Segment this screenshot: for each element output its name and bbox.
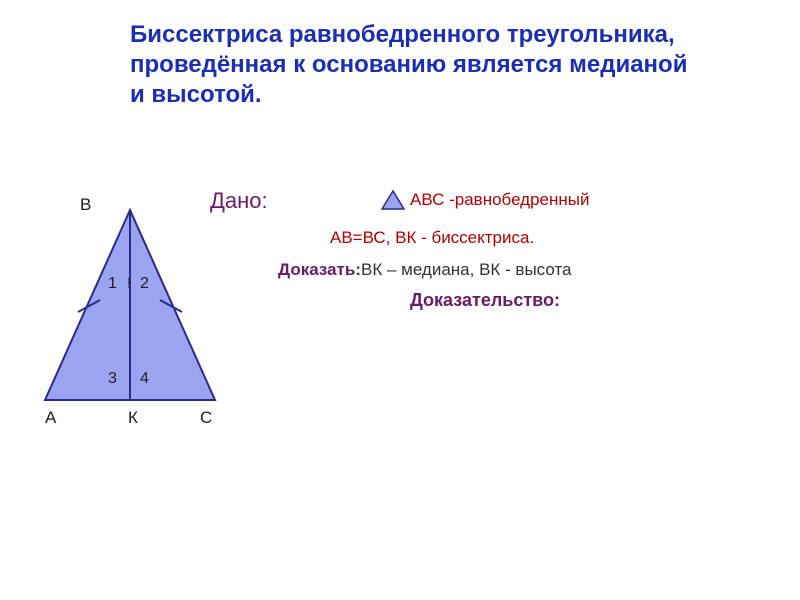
- angle-2: 2: [140, 275, 149, 293]
- small-triangle-svg: [380, 189, 406, 211]
- triangle-diagram: !: [0, 0, 260, 440]
- given-item-1: АВС -равнобедренный: [410, 190, 590, 210]
- angle-1: 1: [108, 275, 117, 293]
- proof-label: Доказательство:: [410, 290, 560, 311]
- prove-label: Доказать:: [278, 260, 361, 279]
- small-triangle-shape: [382, 191, 404, 209]
- prove-text: ВК – медиана, ВК - высота: [361, 260, 572, 279]
- prove-line: Доказать:ВК – медиана, ВК - высота: [278, 260, 572, 280]
- angle-4: 4: [140, 370, 149, 388]
- vertex-label-k: К: [128, 408, 138, 428]
- given-item-2: АВ=ВС, ВК - биссектриса.: [330, 228, 534, 248]
- angle-3: 3: [108, 370, 117, 388]
- vertex-label-c: С: [200, 408, 212, 428]
- triangle-icon: [380, 189, 406, 216]
- vertex-label-a: А: [45, 408, 56, 428]
- vertex-label-b: В: [80, 195, 91, 215]
- excl-mark: !: [127, 275, 131, 292]
